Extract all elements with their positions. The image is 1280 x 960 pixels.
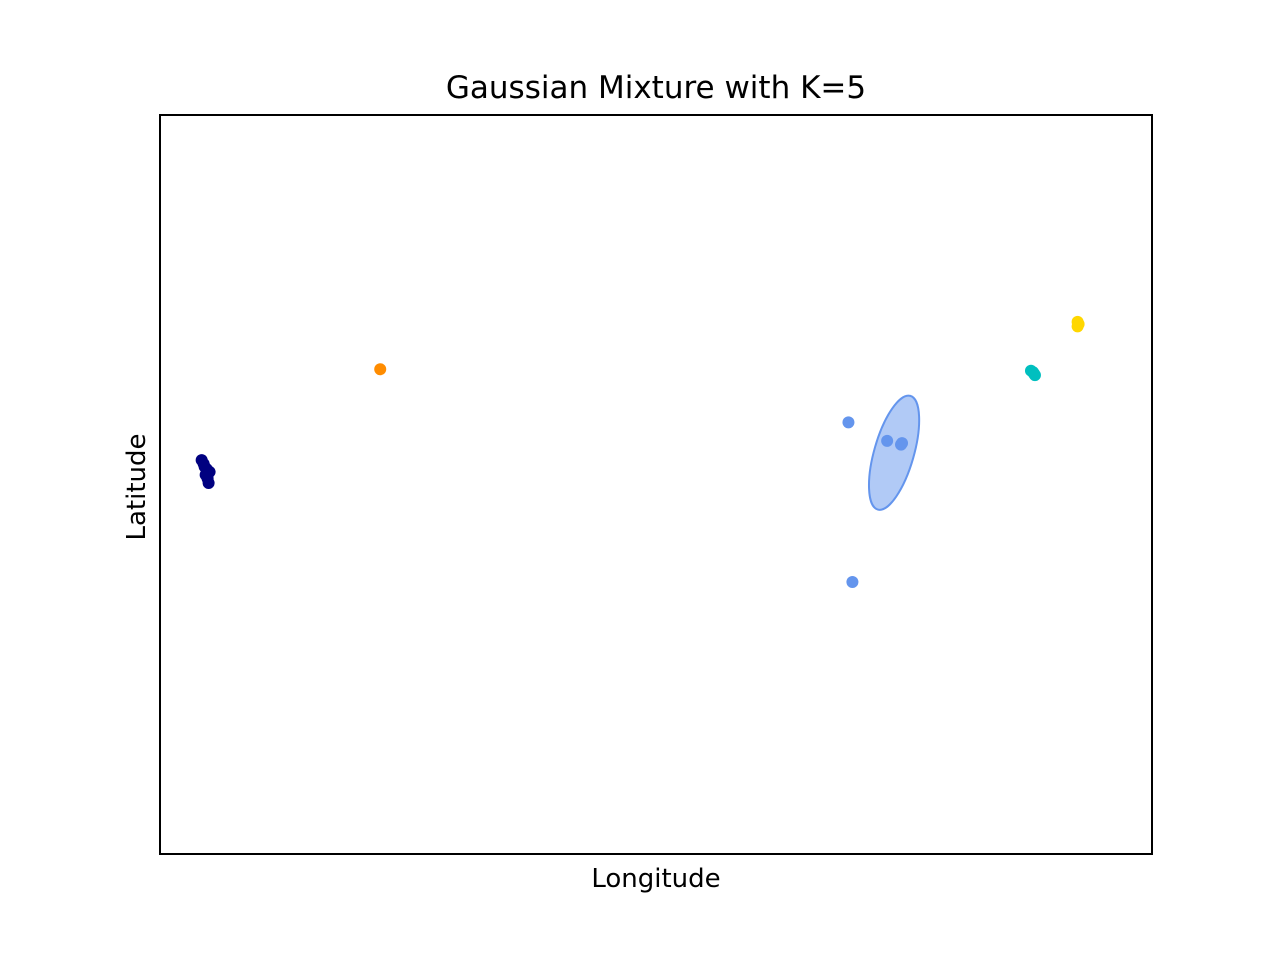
cluster-2-point-3	[896, 437, 909, 450]
x-axis-label: Longitude	[591, 864, 720, 894]
plot-marks	[195, 315, 1085, 589]
cluster-3-point-3	[1028, 369, 1041, 382]
cluster-1-point-0	[374, 363, 387, 376]
axes-frame	[159, 114, 1153, 855]
cluster-4-point-2	[1071, 320, 1084, 333]
chart-title: Gaussian Mixture with K=5	[446, 70, 866, 106]
cluster-0-point-7	[199, 468, 212, 481]
y-axis-label: Latitude	[122, 433, 152, 540]
cluster-2-point-4	[846, 576, 859, 589]
cluster-2-ellipse	[867, 394, 921, 511]
cluster-2-point-1	[881, 434, 894, 447]
cluster-2-point-0	[842, 416, 855, 429]
